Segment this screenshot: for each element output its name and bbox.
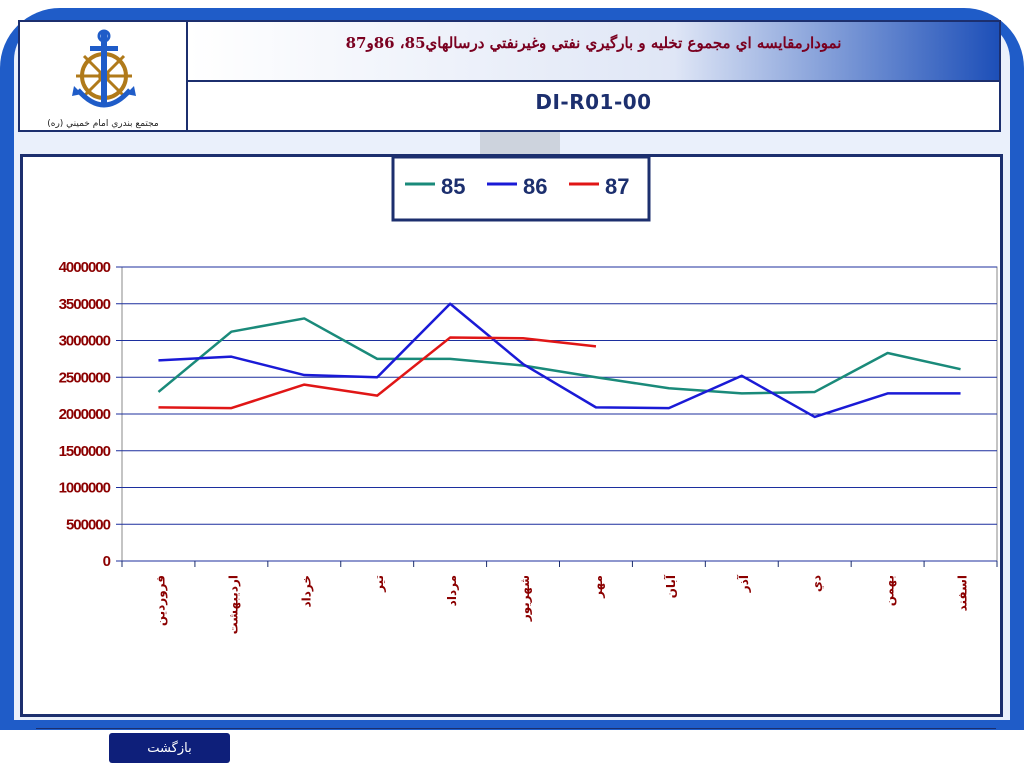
series-line-86 — [158, 302, 961, 419]
y-tick-label: 2500000 — [59, 369, 111, 386]
line-chart: 0 500000 1000000 1500000 2000000 2500000 30000… — [59, 157, 998, 634]
code-cell: DI-R01-00 — [188, 82, 999, 130]
page-title: نمودارمقايسه اي مجموع تخليه و بارگيري نف… — [345, 34, 842, 52]
y-tick-label: 1000000 — [59, 480, 111, 497]
x-category-label: اسفند — [956, 575, 970, 611]
document-code: DI-R01-00 — [535, 90, 652, 114]
x-category-label: فروردين — [153, 575, 168, 626]
x-category-label: آذر — [736, 574, 751, 593]
logo-cell: مجتمع بندري امام خميني (ره) — [20, 22, 188, 130]
legend-label-86: 86 — [523, 174, 547, 199]
x-category-label: ارديبهشت — [226, 575, 240, 634]
y-tick-label: 1500000 — [59, 443, 111, 460]
x-category-label: مرداد — [445, 575, 459, 606]
x-category-label: شهريور — [518, 575, 533, 622]
chart-panel: 0 500000 1000000 1500000 2000000 2500000 30000… — [20, 154, 1003, 717]
legend-box — [391, 157, 651, 222]
title-cell: نمودارمقايسه اي مجموع تخليه و بارگيري نف… — [188, 22, 999, 82]
y-tick-label: 2000000 — [59, 406, 111, 423]
y-tick-label: 3500000 — [59, 296, 111, 313]
x-category-label: تير — [372, 575, 386, 593]
anchor-ship-wheel-icon — [72, 29, 136, 108]
logo-caption: مجتمع بندري امام خميني (ره) — [47, 119, 159, 129]
series-line-87 — [158, 336, 597, 410]
x-category-label: خرداد — [299, 575, 313, 608]
legend-label-85: 85 — [441, 174, 465, 199]
y-tick-label: 4000000 — [59, 259, 111, 276]
y-tick-label: 500000 — [66, 516, 111, 533]
footer-divider — [36, 728, 996, 729]
y-tick-label: 3000000 — [59, 333, 111, 350]
series-line-85 — [157, 317, 961, 395]
x-category-label: دي — [810, 575, 824, 592]
header-box: مجتمع بندري امام خميني (ره) نمودارمقايسه… — [18, 20, 1001, 132]
x-category-label: بهمن — [883, 575, 897, 606]
y-tick-label: 0 — [103, 553, 111, 570]
x-category-label: آبان — [663, 574, 678, 598]
back-button[interactable]: بازگشت — [109, 733, 230, 763]
legend-label-87: 87 — [605, 174, 629, 199]
x-category-label: مهر — [591, 575, 605, 599]
